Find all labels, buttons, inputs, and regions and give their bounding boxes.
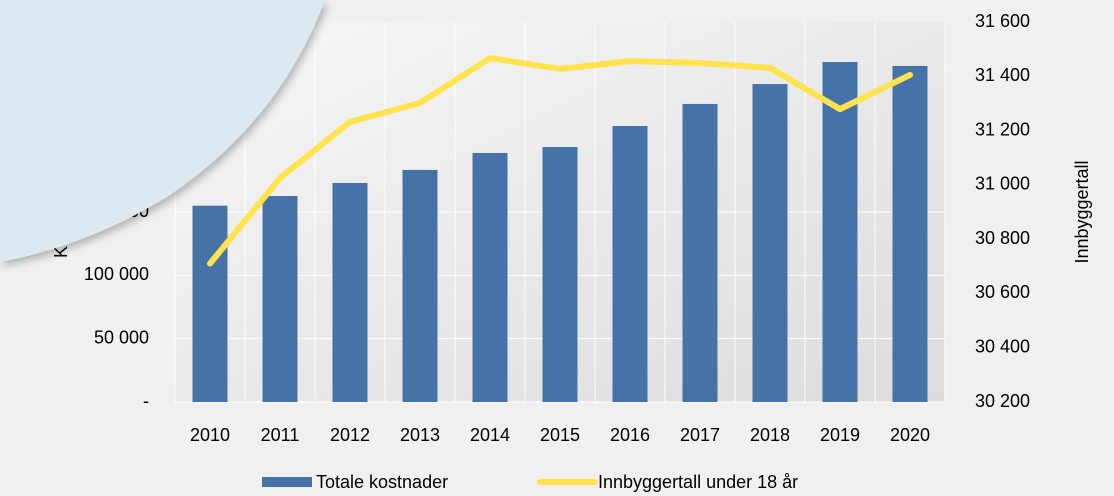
x-tick-label: 2015 [540,425,580,445]
x-tick-label: 2019 [820,425,860,445]
bar [892,65,928,402]
x-tick-label: 2014 [470,425,510,445]
bar [612,125,648,402]
legend-label: Totale kostnader [316,472,448,492]
y2-tick-label: 30 600 [975,282,1030,302]
y2-tick-label: 30 200 [975,391,1030,411]
x-tick-label: 2011 [261,425,300,445]
y-tick-label: 100 000 [84,264,149,284]
bar [542,147,578,402]
x-tick-label: 2020 [890,425,930,445]
x-tick-label: 2016 [610,425,650,445]
y2-tick-label: 30 800 [975,228,1030,248]
overlay-shape [0,0,325,262]
y-tick-label: 50 000 [94,327,149,347]
line [207,55,913,267]
bar [262,196,298,402]
x-tick-label: 2013 [400,425,440,445]
y-tick-label: - [143,391,149,411]
y2-tick-label: 31 000 [975,174,1030,194]
y2-tick-label: 30 400 [975,336,1030,356]
bar [752,84,788,403]
y2-tick-label: 31 600 [975,11,1030,31]
y2-tick-label: 31 200 [975,119,1030,139]
x-tick-label: 2012 [330,425,370,445]
legend-label: Innbyggertall under 18 år [598,472,798,492]
bar [402,169,438,402]
x-tick-label: 2010 [190,425,230,445]
legend-swatch [262,477,312,487]
bar [192,205,228,402]
x-tick-label: 2018 [750,425,790,445]
bar [822,62,858,402]
bar [682,103,718,402]
y2-tick-label: 31 400 [975,65,1030,85]
bar [332,182,368,402]
bar [472,152,508,402]
x-tick-label: 2017 [680,425,720,445]
y2-axis-title: Innbyggertall [1072,160,1092,263]
